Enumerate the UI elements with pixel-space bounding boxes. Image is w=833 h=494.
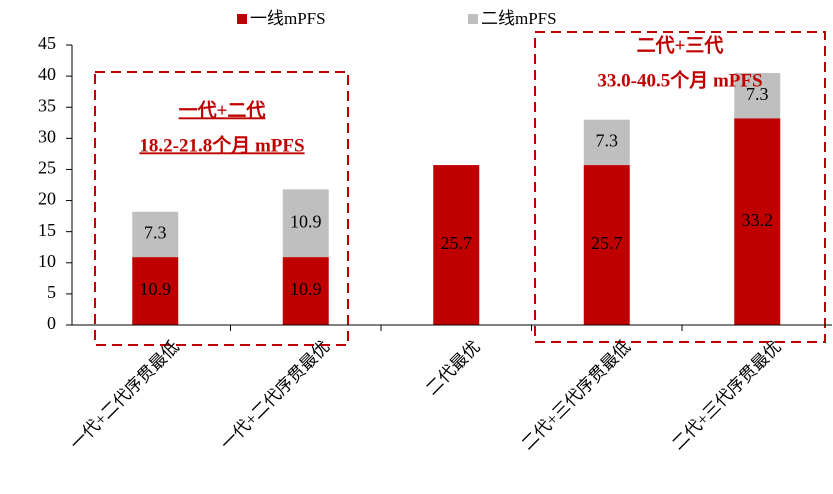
y-tick-label: 10 <box>38 251 56 271</box>
legend-label: 一线mPFS <box>250 9 326 28</box>
bar <box>734 73 781 119</box>
value-label: 7.3 <box>596 131 619 151</box>
x-tick-label: 一代+二代序贯最优 <box>217 337 333 453</box>
y-tick-label: 25 <box>38 158 56 178</box>
bar <box>433 165 480 325</box>
value-label: 25.7 <box>591 233 623 253</box>
bar <box>282 257 329 325</box>
x-tick-label: 一代+二代序贯最低 <box>66 337 182 453</box>
x-tick-label: 二代最优 <box>422 337 484 399</box>
legend-label: 二线mPFS <box>481 9 557 28</box>
value-label: 7.3 <box>144 223 167 243</box>
y-tick-label: 0 <box>47 313 56 333</box>
value-label: 10.9 <box>290 211 322 231</box>
value-label: 10.9 <box>290 279 322 299</box>
annotation-text: 33.0-40.5个月 mPFS <box>597 69 762 91</box>
y-tick-label: 30 <box>38 126 56 146</box>
value-label: 33.2 <box>742 210 774 230</box>
value-label: 25.7 <box>441 233 473 253</box>
bar <box>132 257 179 325</box>
y-tick-label: 40 <box>38 64 56 84</box>
bar <box>583 165 630 325</box>
bar <box>132 211 179 258</box>
annotation-title: 二代+三代 <box>637 34 724 56</box>
legend-swatch <box>237 14 247 24</box>
y-tick-label: 35 <box>38 95 56 115</box>
value-label: 10.9 <box>140 279 172 299</box>
annotation-box <box>534 31 826 343</box>
bar <box>583 119 630 166</box>
y-tick-label: 20 <box>38 189 56 209</box>
legend-swatch <box>468 14 478 24</box>
y-tick-label: 5 <box>47 282 56 302</box>
x-tick-label: 二代+三代序贯最低 <box>518 337 634 453</box>
annotation-text: 18.2-21.8个月 mPFS <box>139 134 304 156</box>
annotation-title: 一代+二代 <box>179 99 266 121</box>
bar <box>734 118 781 325</box>
value-label: 7.3 <box>746 84 769 104</box>
bar <box>282 189 329 258</box>
x-tick-label: 二代+三代序贯最优 <box>668 337 784 453</box>
y-tick-label: 45 <box>38 33 56 53</box>
y-tick-label: 15 <box>38 220 56 240</box>
annotation-box <box>94 71 349 346</box>
